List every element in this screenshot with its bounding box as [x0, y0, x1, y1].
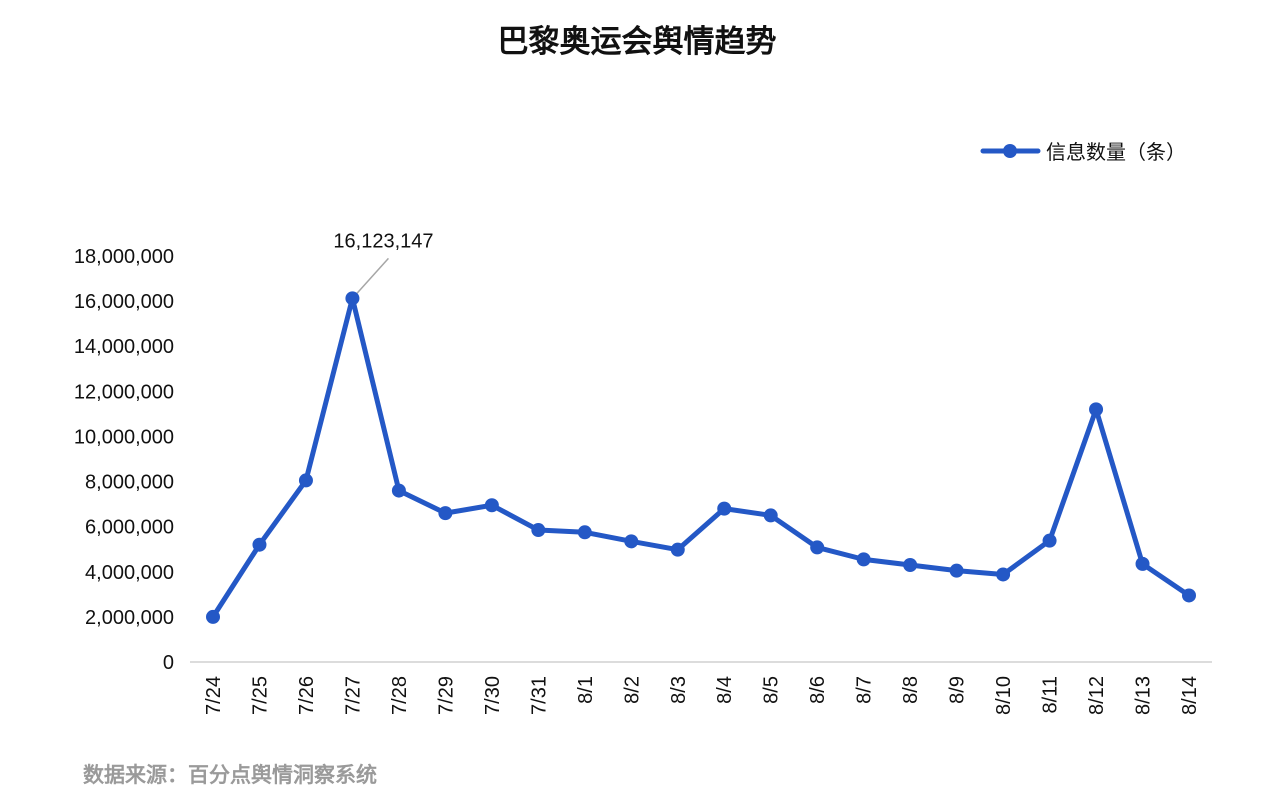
data-point [577, 525, 592, 540]
x-tick-label: 7/28 [389, 676, 411, 715]
y-axis: 0 2,000,000 4,000,000 6,000,000 8,000,000 10,… [74, 246, 174, 674]
data-label: 16,123,147 [333, 230, 433, 252]
data-point [624, 534, 639, 549]
data-point [903, 558, 918, 573]
data-point [531, 523, 546, 538]
y-tick-label: 2,000,000 [85, 607, 174, 629]
annotation-leader-line [351, 257, 389, 299]
data-point [298, 473, 313, 488]
legend-label: 信息数量（条） [1046, 140, 1186, 164]
data-point [1042, 533, 1057, 548]
x-tick-label: 8/3 [668, 676, 690, 704]
data-point [438, 506, 453, 521]
x-tick-label: 8/10 [993, 676, 1015, 715]
data-point [391, 483, 406, 498]
y-tick-label: 18,000,000 [74, 246, 174, 268]
y-tick-label: 14,000,000 [74, 336, 174, 358]
data-point [1089, 402, 1104, 417]
legend-marker [1003, 144, 1017, 158]
x-tick-label: 8/4 [714, 676, 736, 704]
data-point [484, 498, 499, 513]
data-point [252, 537, 267, 552]
x-tick-label: 7/30 [482, 676, 504, 715]
data-point [763, 508, 778, 523]
x-tick-label: 7/24 [203, 676, 225, 715]
x-tick-label: 8/12 [1086, 676, 1108, 715]
data-point [670, 542, 685, 557]
x-tick-label: 8/8 [900, 676, 922, 704]
data-point [996, 567, 1011, 582]
y-tick-label: 12,000,000 [74, 381, 174, 403]
data-point [1135, 556, 1150, 571]
legend: 信息数量（条） [980, 140, 1186, 164]
x-tick-label: 8/2 [621, 676, 643, 704]
x-tick-label: 8/9 [947, 676, 969, 704]
x-tick-label: 8/6 [807, 676, 829, 704]
data-point [1182, 588, 1196, 603]
x-tick-label: 7/31 [528, 676, 550, 715]
series-line [210, 295, 1192, 620]
x-axis: 7/24 7/25 7/26 7/27 7/28 7/29 7/30 7/31 8/1 8/2 8/… [203, 676, 1201, 715]
y-tick-label: 0 [163, 652, 174, 674]
y-tick-label: 8,000,000 [85, 472, 174, 494]
source-note: 数据来源：百分点舆情洞察系统 [83, 763, 377, 787]
x-tick-label: 7/29 [435, 676, 457, 715]
y-tick-label: 10,000,000 [74, 426, 174, 448]
x-tick-label: 8/5 [761, 676, 783, 704]
y-tick-label: 6,000,000 [85, 517, 174, 539]
y-tick-label: 16,000,000 [74, 291, 174, 313]
x-tick-label: 8/11 [1040, 676, 1062, 713]
chart-title: 巴黎奥运会舆情趋势 [498, 24, 777, 60]
series-group [206, 291, 1196, 624]
data-point [717, 501, 732, 516]
data-point [345, 291, 360, 306]
x-tick-label: 7/27 [342, 676, 364, 715]
x-tick-label: 8/13 [1133, 676, 1155, 715]
data-point [856, 552, 871, 567]
data-point [949, 563, 964, 578]
x-tick-label: 7/26 [296, 676, 318, 715]
x-tick-label: 8/14 [1179, 676, 1201, 715]
x-tick-label: 7/25 [249, 676, 271, 715]
data-point [810, 540, 825, 555]
annotations: 16,123,147 [333, 230, 434, 299]
x-tick-label: 8/1 [575, 676, 597, 704]
x-tick-label: 8/7 [854, 676, 876, 704]
y-tick-label: 4,000,000 [85, 562, 174, 584]
data-point [206, 609, 220, 624]
